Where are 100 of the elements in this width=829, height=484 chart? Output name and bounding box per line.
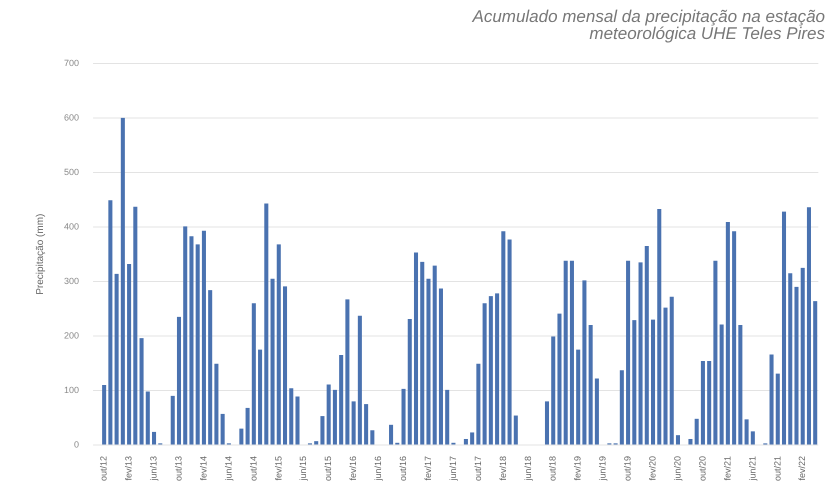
bar: [438, 288, 443, 444]
bar: [713, 260, 718, 444]
x-tick-label: out/21: [772, 456, 782, 482]
bar: [127, 264, 132, 444]
x-tick-label: out/15: [323, 456, 334, 482]
bar: [626, 260, 630, 444]
bar: [133, 206, 138, 444]
bar: [788, 273, 792, 444]
bar: [414, 252, 418, 444]
bar: [476, 364, 480, 444]
bar: [770, 354, 774, 444]
bar: [295, 396, 300, 444]
x-tick-label: jun/18: [522, 456, 533, 482]
x-tick-label: fev/14: [198, 456, 208, 481]
bar: [402, 388, 406, 444]
x-tick-label: fev/22: [797, 456, 808, 481]
chart-title: Acumulado mensal da precipitação na estação meteorológica UHE Teles Pires: [470, 7, 825, 43]
x-tick-label: out/12: [98, 456, 109, 482]
bar: [102, 385, 106, 444]
bar: [445, 390, 450, 444]
bar: [620, 370, 624, 444]
bar: [258, 350, 262, 444]
x-tick-label: fev/18: [498, 456, 508, 481]
bar: [420, 262, 424, 444]
bar: [644, 246, 649, 444]
bar: [114, 274, 119, 444]
bar: [426, 278, 431, 444]
x-tick-label: fev/20: [648, 456, 658, 481]
bar: [470, 432, 474, 444]
x-tick-label: fev/17: [422, 456, 433, 481]
y-tick-label: 400: [64, 221, 80, 232]
bar: [495, 293, 500, 444]
bar: [688, 438, 692, 444]
bar: [800, 268, 805, 444]
bar: [582, 280, 586, 444]
y-tick-label: 300: [64, 276, 80, 286]
x-tick-label: jun/19: [598, 456, 608, 482]
bar: [264, 203, 268, 444]
bar: [744, 419, 749, 444]
bar: [314, 441, 318, 444]
bar: [782, 212, 786, 444]
bar: [732, 231, 736, 444]
bar: [638, 262, 643, 444]
bar: [320, 416, 324, 444]
bar: [389, 424, 394, 444]
x-tick-label: jun/21: [747, 456, 758, 482]
bar: [176, 316, 182, 444]
bar: [707, 361, 712, 444]
bar: [120, 118, 125, 444]
bar: [246, 408, 250, 444]
bar: [632, 320, 636, 444]
x-tick-label: out/16: [398, 456, 408, 482]
x-tick-label: fev/13: [124, 456, 134, 481]
y-tick-label: 700: [64, 58, 80, 68]
bar: [544, 401, 550, 444]
bar: [140, 338, 144, 444]
x-tick-label: out/18: [548, 456, 558, 482]
bar: [345, 299, 350, 444]
y-tick-label: 500: [64, 166, 80, 177]
bar: [326, 384, 331, 444]
bar: [588, 325, 593, 444]
bar: [651, 320, 656, 444]
bar: [282, 286, 288, 444]
bar: [408, 319, 412, 444]
y-tick-label: 100: [64, 384, 80, 395]
bar: [694, 418, 699, 444]
bar: [170, 396, 175, 444]
bar: [501, 231, 506, 444]
bar: [208, 290, 212, 444]
x-tick-label: out/13: [173, 456, 184, 482]
bar: [594, 378, 599, 444]
y-tick-label: 600: [64, 112, 80, 122]
bar: [352, 401, 356, 444]
bar: [464, 438, 468, 444]
x-tick-label: fev/15: [273, 456, 284, 481]
bar: [806, 207, 811, 444]
bar: [663, 308, 668, 444]
bar: [670, 296, 674, 444]
x-tick-label: fev/16: [348, 456, 358, 481]
bar: [108, 200, 112, 444]
bar: [270, 278, 275, 444]
bar: [508, 239, 512, 444]
bar: [252, 303, 256, 444]
bar: [776, 374, 780, 444]
x-tick-label: out/20: [697, 456, 708, 482]
bar: [726, 222, 730, 444]
x-tick-label: out/19: [622, 456, 633, 482]
bar: [488, 296, 493, 444]
bar: [794, 286, 799, 444]
bar: [152, 432, 156, 444]
bar: [183, 226, 188, 444]
x-tick-label: jun/20: [672, 456, 682, 482]
x-tick-label: jun/14: [223, 456, 234, 482]
bar: [720, 324, 724, 444]
bar: [358, 316, 362, 444]
bar: [370, 430, 374, 444]
bar: [576, 350, 580, 444]
bar: [196, 244, 200, 444]
bar: [332, 390, 337, 444]
bar: [482, 303, 487, 444]
